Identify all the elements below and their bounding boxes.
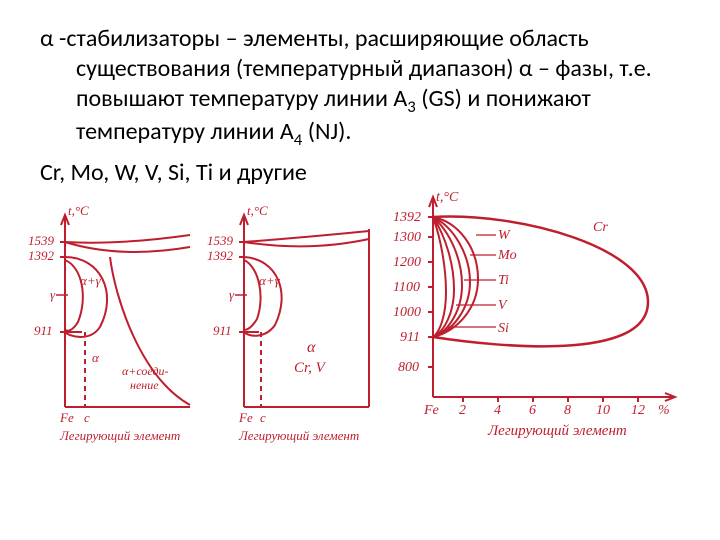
d3-xt4: 10 [596,403,610,418]
d2-xcap: Легирующий элемент [238,428,359,443]
after-sub2: (NJ). [302,117,351,146]
phase-diagram-1: t,°C 1539 1392 911 α+γ γ α α+соеди- нени… [20,197,195,447]
phase-diagram-2: t,°C 1539 1392 911 α+γ γ α Cr, V Fe c Ле… [199,197,374,447]
d2-yt2: 911 [213,323,232,338]
d1-ag: α+γ [80,273,102,288]
elements-line: Cr, Mo, W, V, Si, Ti и другие [0,154,720,187]
d3-xt1: 4 [494,403,501,418]
d3-c5: Si [498,321,509,336]
gamma-loop-diagram: t,°C 1392 1300 1200 1100 1000 911 800 Fe… [378,187,678,447]
para-line1: α -стабилизаторы – элементы, [40,24,349,53]
d3-c1: W [498,228,511,243]
d3-yt1: 1300 [393,230,421,245]
d3-c3: Ti [498,273,509,288]
d1-xcap: Легирующий элемент [59,428,180,443]
d1-c: c [84,410,90,425]
d2-yt1: 1392 [207,248,234,263]
d1-comp2: нение [130,378,159,392]
d2-a: α [307,339,316,356]
d2-el: Cr, V [294,360,327,376]
d1-comp1: α+соеди- [122,364,169,378]
d1-fe: Fe [59,410,74,425]
d3-yt2: 1200 [393,255,421,270]
d3-xt2: 6 [529,403,536,418]
d3-xt6: % [658,403,670,418]
d2-ag: α+γ [259,273,281,288]
d1-yt2: 911 [34,323,53,338]
d3-fe: Fe [423,403,439,418]
diagrams-row: t,°C 1539 1392 911 α+γ γ α α+соеди- нени… [0,187,720,457]
d3-ylabel: t,°C [436,190,459,205]
d2-fe: Fe [238,410,253,425]
d3-yt5: 911 [400,330,420,345]
d3-yt3: 1100 [393,280,420,295]
d3-xt0: 2 [459,403,466,418]
d3-yt0: 1392 [393,210,421,225]
d3-xcap: Легирующий элемент [487,423,627,439]
d1-g: γ [50,287,56,302]
d1-ylabel: t,°C [68,203,89,218]
sub1: 3 [407,96,416,117]
d3-xt3: 8 [564,403,571,418]
d3-c2: Mo [497,248,517,263]
d2-c: c [260,410,266,425]
d1-yt1: 1392 [28,248,55,263]
d3-xt5: 12 [631,403,645,418]
d3-c0: Cr [593,220,608,235]
main-paragraph: α -стабилизаторы – элементы, расширяющие… [0,0,720,154]
d1-a: α [92,350,100,365]
d2-g: γ [229,287,235,302]
d1-yt0: 1539 [28,233,55,248]
d2-ylabel: t,°C [247,203,268,218]
d3-yt4: 1000 [393,305,421,320]
d2-yt0: 1539 [207,233,234,248]
d3-c4: V [498,298,508,313]
d3-yt6: 800 [398,360,419,375]
